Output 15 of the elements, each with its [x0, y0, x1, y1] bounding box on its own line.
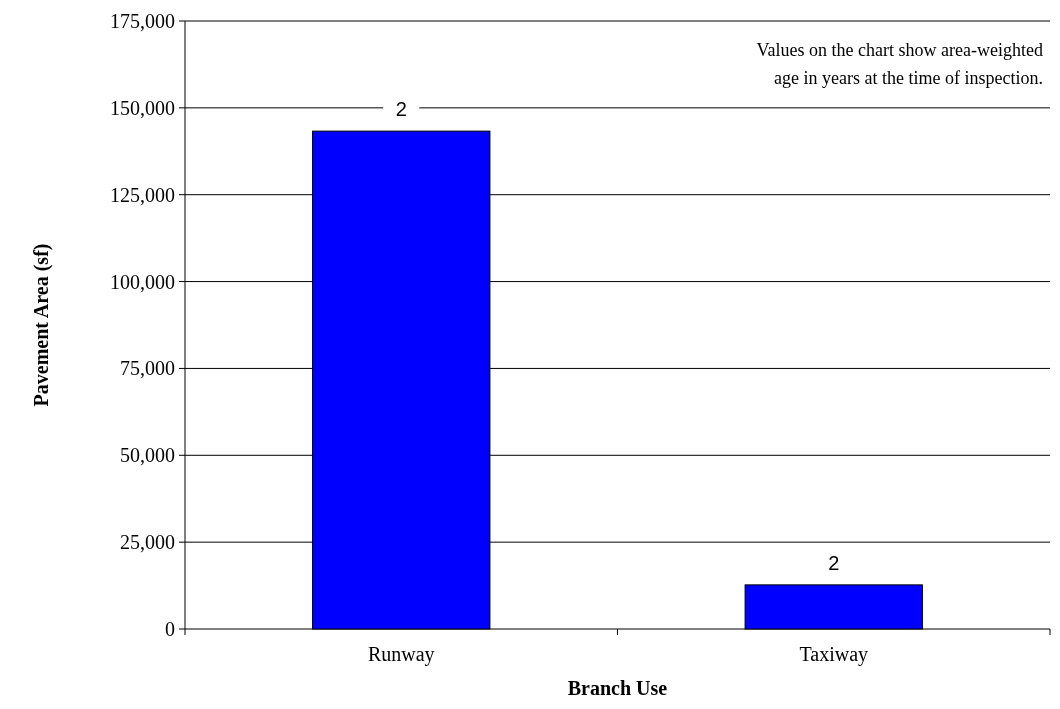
y-tick-label: 125,000 [110, 183, 175, 206]
y-tick-label: 25,000 [120, 531, 175, 554]
y-axis-title: Pavement Area (sf) [30, 243, 53, 407]
y-tick-label: 150,000 [110, 96, 175, 119]
annotation: 2 [828, 551, 840, 574]
y-tick-label: 0 [165, 618, 175, 640]
y-tick-label: 75,000 [120, 357, 175, 380]
y-tick-label: 50,000 [120, 444, 175, 467]
y-tick-label: 100,000 [110, 270, 175, 293]
x-axis-title: Branch Use [567, 677, 668, 699]
y-tick-label: 175,000 [110, 10, 175, 32]
annotation: 2 [395, 98, 407, 121]
x-tick-label: Taxiway [799, 643, 869, 666]
annotation: Values on the chart show area-weighted age in years at the time of inspection. [756, 40, 1043, 88]
x-tick-label: Runway [367, 643, 435, 666]
